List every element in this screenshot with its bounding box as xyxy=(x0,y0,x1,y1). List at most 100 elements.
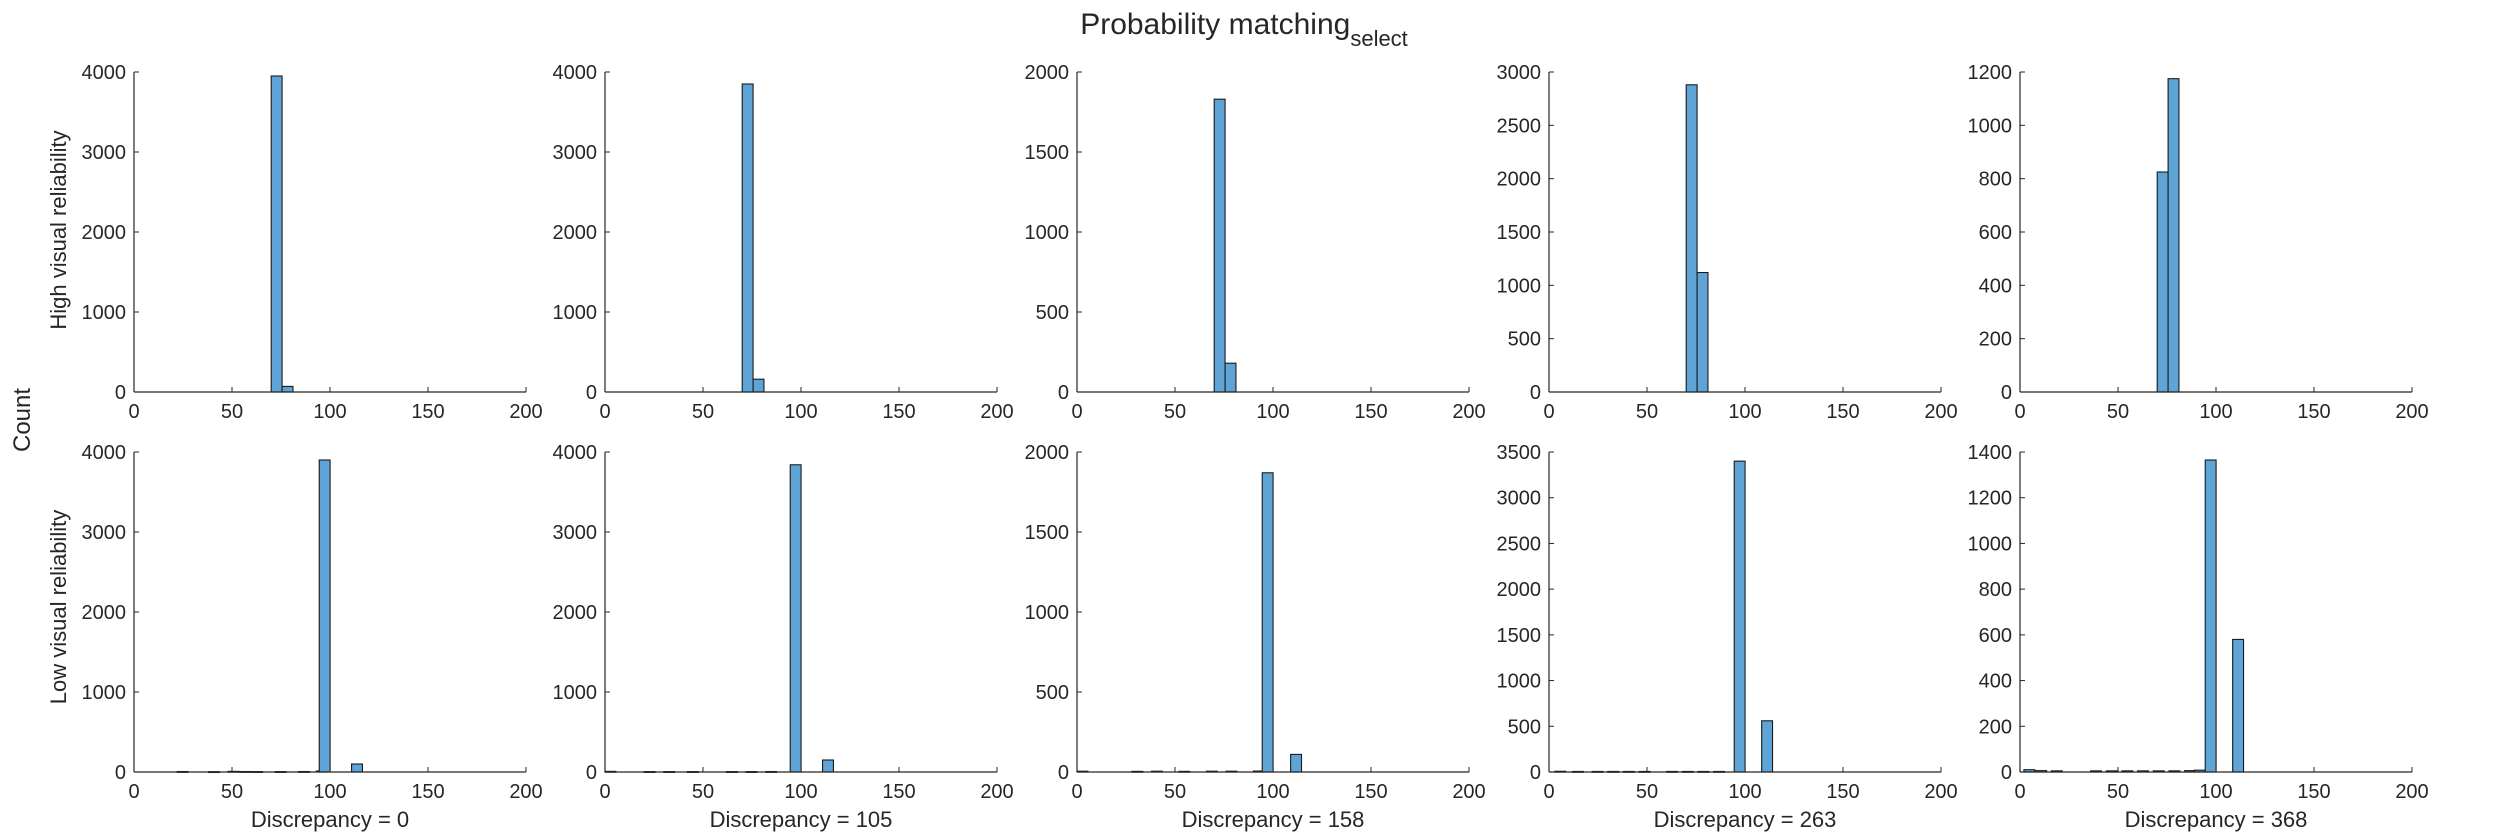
y-tick-label: 1500 xyxy=(1025,142,1070,164)
x-tick-label: 0 xyxy=(1543,781,1554,803)
x-tick-label: 50 xyxy=(221,401,243,423)
y-tick-label: 2000 xyxy=(82,602,127,624)
x-tick-label: 0 xyxy=(1071,781,1082,803)
y-tick-label: 1000 xyxy=(82,682,127,704)
y-tick-label: 3500 xyxy=(1497,442,1542,464)
y-tick-label: 0 xyxy=(2001,382,2012,404)
histogram-bar xyxy=(1696,271,1709,393)
x-tick-label: 150 xyxy=(1354,781,1387,803)
y-tick-label: 0 xyxy=(1530,382,1541,404)
x-tick-label: 0 xyxy=(1071,401,1082,423)
y-tick-label: 4000 xyxy=(82,62,127,84)
y-tick-label: 200 xyxy=(1979,716,2012,738)
x-tick-label: 200 xyxy=(1924,781,1957,803)
x-tick-label: 50 xyxy=(692,401,714,423)
x-tick-label: 200 xyxy=(2395,781,2428,803)
y-tick-label: 0 xyxy=(115,762,126,784)
histogram-bar xyxy=(1261,472,1274,773)
x-tick-label: 150 xyxy=(1826,401,1859,423)
x-tick-label: 200 xyxy=(1924,401,1957,423)
y-tick-label: 1000 xyxy=(1968,533,2013,555)
y-tick-label: 0 xyxy=(2001,762,2012,784)
y-tick-label: 0 xyxy=(586,382,597,404)
y-tick-label: 2000 xyxy=(82,222,127,244)
x-tick-label: 100 xyxy=(1256,781,1289,803)
y-tick-label: 0 xyxy=(1530,762,1541,784)
y-tick-label: 2500 xyxy=(1497,533,1542,555)
y-tick-label: 0 xyxy=(1058,762,1069,784)
histogram-bar xyxy=(351,763,363,773)
y-tick-label: 3000 xyxy=(82,142,127,164)
x-axis-label: Discrepancy = 263 xyxy=(1654,807,1837,832)
y-tick-label: 500 xyxy=(1036,302,1069,324)
x-tick-label: 50 xyxy=(1636,401,1658,423)
x-tick-label: 200 xyxy=(1452,781,1485,803)
x-tick-label: 100 xyxy=(313,401,346,423)
x-tick-label: 200 xyxy=(509,401,542,423)
histogram-bar xyxy=(1290,753,1303,773)
histogram-bar xyxy=(2232,638,2245,773)
figure-title-subscript: select xyxy=(1350,26,1407,51)
histogram-panel-r2-c2: 0 50 100 150 20001000200030004000Discrepancy… xyxy=(553,442,1014,832)
x-tick-label: 50 xyxy=(1164,401,1186,423)
x-tick-label: 150 xyxy=(2297,401,2330,423)
y-tick-label: 1200 xyxy=(1968,62,2013,84)
y-tick-label: 2000 xyxy=(1497,169,1542,191)
y-tick-label: 0 xyxy=(586,762,597,784)
x-tick-label: 100 xyxy=(1728,781,1761,803)
y-tick-label: 0 xyxy=(115,382,126,404)
x-tick-label: 100 xyxy=(313,781,346,803)
histogram-bar xyxy=(2167,78,2180,393)
histogram-bar xyxy=(822,759,834,773)
row-label-high: High visual reliability xyxy=(46,130,71,329)
x-tick-label: 0 xyxy=(2014,401,2025,423)
y-tick-label: 1000 xyxy=(553,302,598,324)
x-tick-label: 100 xyxy=(784,401,817,423)
y-tick-label: 0 xyxy=(1058,382,1069,404)
x-tick-label: 100 xyxy=(2199,401,2232,423)
x-tick-label: 0 xyxy=(599,781,610,803)
row-label-low: Low visual reliability xyxy=(46,510,71,704)
x-tick-label: 50 xyxy=(2107,401,2129,423)
x-axis-label: Discrepancy = 368 xyxy=(2125,807,2308,832)
y-tick-label: 2000 xyxy=(1025,442,1070,464)
x-tick-label: 150 xyxy=(411,781,444,803)
histogram-bar xyxy=(741,83,754,393)
y-tick-label: 3000 xyxy=(1497,488,1542,510)
y-tick-label: 1500 xyxy=(1025,522,1070,544)
y-tick-label: 400 xyxy=(1979,671,2012,693)
histogram-bar xyxy=(1224,362,1237,393)
x-tick-label: 150 xyxy=(1354,401,1387,423)
y-tick-label: 500 xyxy=(1036,682,1069,704)
y-tick-label: 500 xyxy=(1508,716,1541,738)
y-tick-label: 1400 xyxy=(1968,442,2013,464)
y-tick-label: 500 xyxy=(1508,329,1541,351)
histogram-bar xyxy=(789,464,802,773)
histogram-bar xyxy=(1733,460,1746,773)
y-tick-label: 600 xyxy=(1979,625,2012,647)
y-tick-label: 2000 xyxy=(553,222,598,244)
y-tick-label: 3000 xyxy=(553,142,598,164)
x-tick-label: 150 xyxy=(1826,781,1859,803)
y-tick-label: 1500 xyxy=(1497,222,1542,244)
x-tick-label: 100 xyxy=(1728,401,1761,423)
x-tick-label: 200 xyxy=(2395,401,2428,423)
y-tick-label: 2500 xyxy=(1497,115,1542,137)
x-tick-label: 200 xyxy=(509,781,542,803)
histogram-bar xyxy=(752,378,765,393)
y-tick-label: 1000 xyxy=(553,682,598,704)
x-tick-label: 200 xyxy=(980,781,1013,803)
histogram-bar xyxy=(2204,459,2217,773)
x-tick-label: 0 xyxy=(1543,401,1554,423)
y-tick-label: 2000 xyxy=(1025,62,1070,84)
histogram-panel-r2-c5: 0 50 100 150 200 0 200 400 600 800 1000 1200 1400 Dis… xyxy=(1968,442,2429,832)
y-tick-label: 2000 xyxy=(1497,579,1542,601)
x-tick-label: 50 xyxy=(1636,781,1658,803)
x-tick-label: 50 xyxy=(692,781,714,803)
histogram-bar xyxy=(318,459,331,773)
